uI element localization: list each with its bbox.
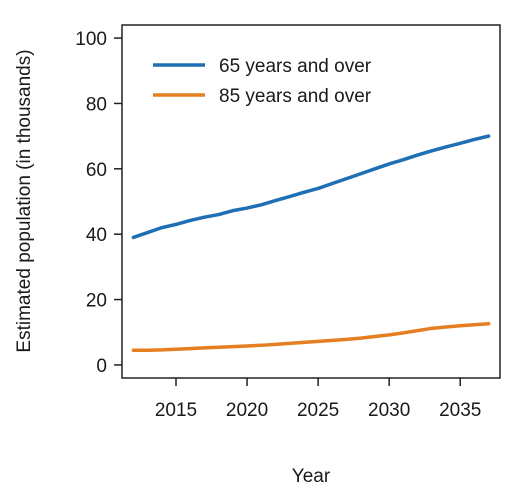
y-tick-label: 60: [86, 160, 107, 181]
x-tick-label: 2015: [155, 400, 197, 421]
y-axis-label: Estimated population (in thousands): [14, 49, 35, 352]
legend-label-2: 85 years and over: [219, 86, 372, 107]
series-line-2: [131, 321, 491, 352]
x-axis-label: Year: [292, 466, 331, 487]
legend: 65 years and over 85 years and over: [153, 56, 372, 107]
y-tick-label: 20: [86, 291, 107, 312]
y-tick-label: 100: [75, 29, 107, 50]
y-tick-label: 80: [86, 94, 107, 115]
x-tick-label: 2030: [368, 400, 410, 421]
x-tick-label: 2035: [439, 400, 481, 421]
plot-frame: [121, 24, 501, 379]
x-tick-label: 2020: [226, 400, 268, 421]
x-axis: 2015 2020 2025 2030 2035: [155, 378, 481, 421]
y-axis: 0 20 40 60 80 100: [75, 29, 122, 377]
y-tick-label: 40: [86, 225, 107, 246]
x-tick-label: 2025: [297, 400, 339, 421]
legend-label-1: 65 years and over: [219, 56, 372, 77]
y-tick-label: 0: [96, 356, 107, 377]
series-layer: [131, 134, 491, 352]
series-line-1: [131, 134, 491, 240]
